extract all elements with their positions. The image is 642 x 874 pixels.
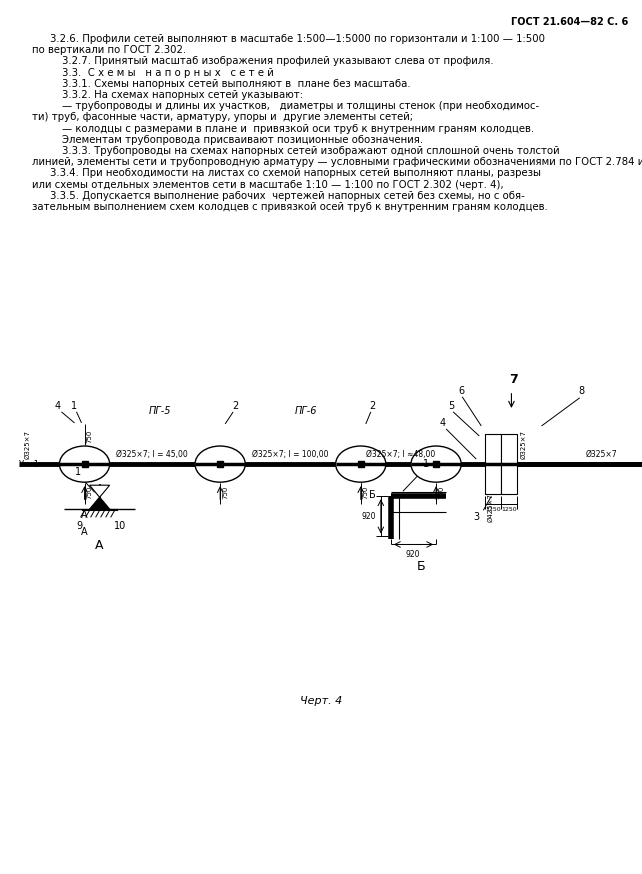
Text: 3.2.7. Принятый масштаб изображения профилей указывают слева от профиля.: 3.2.7. Принятый масштаб изображения проф… <box>62 57 494 66</box>
Polygon shape <box>90 497 110 510</box>
Bar <box>82 461 87 467</box>
Text: 1: 1 <box>423 459 429 469</box>
Bar <box>433 461 439 467</box>
Text: 3.3.1. Схемы напорных сетей выполняют в  плане без масштаба.: 3.3.1. Схемы напорных сетей выполняют в … <box>62 79 411 89</box>
Text: 2: 2 <box>232 401 238 411</box>
Text: Черт. 4: Черт. 4 <box>300 696 342 706</box>
Bar <box>358 461 364 467</box>
Text: 1: 1 <box>71 401 78 411</box>
Text: 1: 1 <box>74 468 81 477</box>
Text: Ø325×7; l = 100,00: Ø325×7; l = 100,00 <box>252 450 329 459</box>
Text: Уг. 1: Уг. 1 <box>19 460 39 468</box>
Text: 3.3.3. Трубопроводы на схемах напорных сетей изображают одной сплошной очень тол: 3.3.3. Трубопроводы на схемах напорных с… <box>62 146 560 156</box>
Text: 6: 6 <box>458 385 464 396</box>
Text: 4: 4 <box>55 401 60 411</box>
Text: ГОСТ 21.604—82 С. 6: ГОСТ 21.604—82 С. 6 <box>511 17 628 27</box>
Text: или схемы отдельных элементов сети в масштабе 1:10 — 1:100 по ГОСТ 2.302 (черт. : или схемы отдельных элементов сети в мас… <box>32 179 503 190</box>
Text: А: А <box>82 527 88 538</box>
Polygon shape <box>90 485 110 497</box>
Text: 3.3.  С х е м ы   н а п о р н ы х   с е т е й: 3.3. С х е м ы н а п о р н ы х с е т е й <box>62 67 273 78</box>
Text: А: А <box>96 539 104 552</box>
Text: линией, элементы сети и трубопроводную арматуру — условными графическими обознач: линией, элементы сети и трубопроводную а… <box>32 157 642 167</box>
Text: ПГ-6: ПГ-6 <box>294 406 317 416</box>
Text: Ø325×7: Ø325×7 <box>24 430 30 459</box>
Text: 3.3.4. При необходимости на листах со схемой напорных сетей выполняют планы, раз: 3.3.4. При необходимости на листах со сх… <box>50 169 541 178</box>
Text: 1250: 1250 <box>485 507 501 512</box>
Text: 920: 920 <box>361 512 376 521</box>
Bar <box>485 434 501 494</box>
Text: 9: 9 <box>76 522 83 531</box>
Text: А: А <box>82 510 88 520</box>
Text: — трубопроводы и длины их участков,   диаметры и толщины стенок (при необходимос: — трубопроводы и длины их участков, диам… <box>62 101 539 111</box>
Text: Элементам трубопровода присваивают позиционные обозначения.: Элементам трубопровода присваивают позиц… <box>62 135 423 145</box>
Ellipse shape <box>60 446 110 482</box>
Text: ПГ-5: ПГ-5 <box>149 406 171 416</box>
Text: по вертикали по ГОСТ 2.302.: по вертикали по ГОСТ 2.302. <box>32 45 186 55</box>
Text: — колодцы с размерами в плане и  привязкой оси труб к внутренним граням колодцев: — колодцы с размерами в плане и привязко… <box>62 123 534 134</box>
Text: 3.3.5. Допускается выполнение рабочих  чертежей напорных сетей без схемы, но с о: 3.3.5. Допускается выполнение рабочих че… <box>50 191 525 201</box>
Text: Ø325×7: Ø325×7 <box>521 430 526 459</box>
Ellipse shape <box>195 446 245 482</box>
Text: 10: 10 <box>114 522 126 531</box>
Text: 7: 7 <box>509 372 518 385</box>
Text: 920: 920 <box>406 551 421 559</box>
Text: Ø425×7: Ø425×7 <box>487 494 493 523</box>
Text: 4: 4 <box>440 418 446 428</box>
Text: 3.2.6. Профили сетей выполняют в масштабе 1:500—1:5000 по горизонтали и 1:100 — : 3.2.6. Профили сетей выполняют в масштаб… <box>50 34 545 44</box>
Text: 5: 5 <box>448 401 455 411</box>
Text: ти) труб, фасонные части, арматуру, упоры и  другие элементы сетей;: ти) труб, фасонные части, арматуру, упор… <box>32 113 413 122</box>
Text: зательным выполнением схем колодцев с привязкой осей труб к внутренним граням ко: зательным выполнением схем колодцев с пр… <box>32 202 548 212</box>
Ellipse shape <box>411 446 461 482</box>
Text: Б: Б <box>369 490 376 500</box>
Ellipse shape <box>336 446 386 482</box>
Text: 750: 750 <box>438 486 444 499</box>
Text: Ø325×7; l ≈48,00: Ø325×7; l ≈48,00 <box>367 450 435 459</box>
Text: Б: Б <box>417 559 426 572</box>
Text: 750: 750 <box>87 429 92 442</box>
Text: 750: 750 <box>363 486 369 499</box>
Text: 1250: 1250 <box>501 507 517 512</box>
Text: 8: 8 <box>578 385 585 396</box>
Bar <box>501 434 517 494</box>
Text: Ø325×7; l = 45,00: Ø325×7; l = 45,00 <box>116 450 187 459</box>
Text: Ø325×7: Ø325×7 <box>586 450 618 459</box>
Text: 2: 2 <box>370 401 376 411</box>
Text: 750: 750 <box>87 486 92 499</box>
Text: 750: 750 <box>222 486 228 499</box>
Text: 3.3.2. На схемах напорных сетей указывают:: 3.3.2. На схемах напорных сетей указываю… <box>62 90 303 100</box>
Text: 3: 3 <box>473 512 480 523</box>
Bar <box>217 461 223 467</box>
